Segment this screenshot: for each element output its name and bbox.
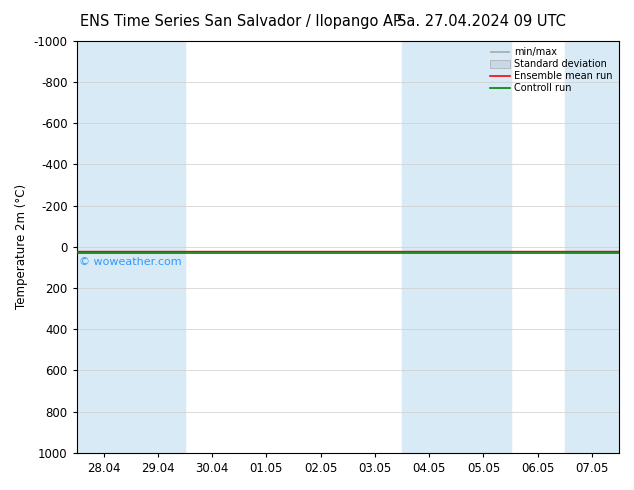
Text: ENS Time Series San Salvador / Ilopango AP: ENS Time Series San Salvador / Ilopango …	[80, 14, 402, 29]
Text: Sa. 27.04.2024 09 UTC: Sa. 27.04.2024 09 UTC	[398, 14, 566, 29]
Bar	[565, 41, 619, 453]
Y-axis label: Temperature 2m (°C): Temperature 2m (°C)	[15, 184, 28, 309]
Bar	[402, 41, 510, 453]
Bar	[77, 41, 185, 453]
Text: © woweather.com: © woweather.com	[79, 257, 182, 267]
Legend: min/max, Standard deviation, Ensemble mean run, Controll run: min/max, Standard deviation, Ensemble me…	[488, 46, 614, 95]
